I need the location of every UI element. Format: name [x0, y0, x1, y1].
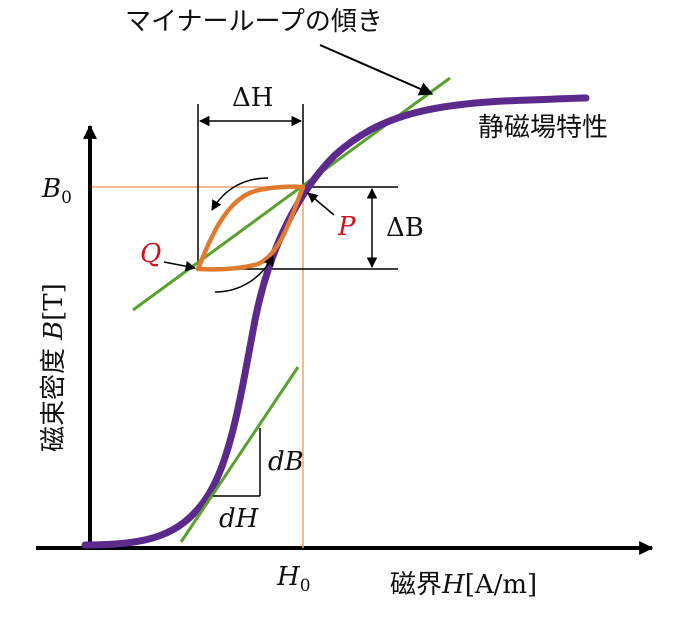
x-axis-unit: [A/m] [465, 570, 537, 600]
loop-direction-arrow-top [211, 177, 269, 211]
x-axis-jp: 磁界 [390, 570, 442, 600]
h0-sub: 0 [300, 576, 311, 596]
y-axis-title: 磁束密度 B[T] [39, 283, 69, 452]
delta-h-label: ΔH [232, 83, 273, 113]
x-axis-title: 磁界H[A/m] [390, 570, 537, 600]
y-axis-jp: 磁束密度 [39, 348, 69, 452]
y-axis-unit: [T] [39, 283, 69, 321]
b0-var: B [41, 174, 61, 204]
b0-sub: 0 [61, 188, 72, 208]
point-q-label: Q [140, 239, 161, 269]
minor-loop-slope-label: マイナーループの傾き [125, 7, 383, 37]
h0-var: H [276, 562, 301, 592]
magnetization-curve [81, 94, 590, 549]
delta-b-label: ΔB [386, 213, 424, 243]
point-p-label: P [337, 212, 356, 242]
y-axis-var: B [39, 321, 69, 341]
dh-label: dH [219, 504, 260, 534]
loop-direction-arrow-bottom [214, 255, 274, 293]
slope-callout-arrow [319, 44, 434, 96]
h0-label: H0 [276, 562, 311, 596]
static-characteristic-label: 静磁場特性 [478, 113, 608, 143]
db-dh-tangent-line [179, 366, 300, 543]
x-axis-var: H [441, 570, 466, 600]
minor-loop [195, 184, 306, 272]
q-pointer-arrow [163, 261, 197, 272]
p-pointer-arrow [307, 192, 335, 216]
db-label: dB [268, 447, 304, 477]
b0-label: B0 [41, 174, 72, 208]
